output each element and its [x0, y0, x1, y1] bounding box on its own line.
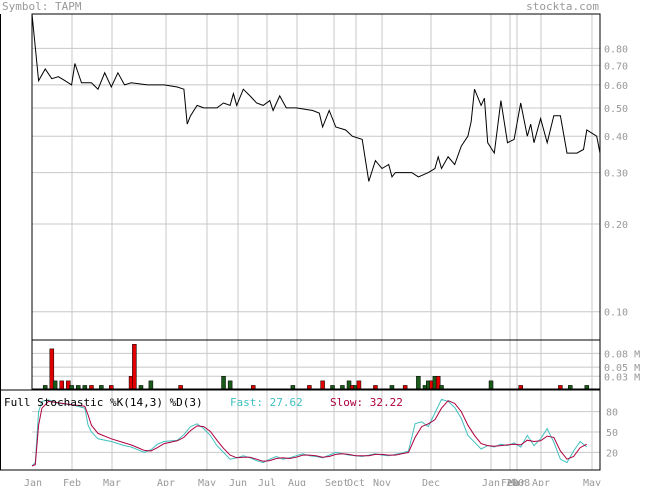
price-line [31, 13, 601, 182]
volume-tick-label: 0.05 M [604, 363, 640, 374]
volume-tick-label: 0.08 M [604, 349, 640, 360]
stochastic-fast-label: Fast: 27.62 [229, 396, 303, 409]
volume-tick-label: 0.03 M [604, 372, 640, 383]
x-tick-label: Jul [258, 478, 276, 486]
stochastic-title: Full Stochastic %K(14,3) %D(3) [4, 396, 203, 409]
x-tick-label: Oct [347, 478, 365, 486]
stochastic-panel [31, 398, 588, 467]
x-tick-label: Apr [157, 478, 175, 486]
x-tick-label: Nov [373, 478, 391, 486]
stoch-tick-label: 50 [606, 428, 618, 439]
stoch-slow-line [31, 400, 588, 467]
site-label: stockta.com [526, 0, 599, 13]
stochastic-legend: Full Stochastic %K(14,3) %D(3) Fast: 27.… [4, 396, 403, 409]
axes: 0.80 0.70 0.60 0.50 0.40 0.30 0.20 0.10 0.08 M 0.… [0, 13, 640, 486]
x-tick-label: Mar [103, 478, 121, 486]
volume-bar [221, 376, 226, 391]
price-tick-label: 0.30 [604, 169, 628, 180]
chart-grid [32, 14, 600, 470]
x-tick-label: Jan [24, 478, 42, 486]
stoch-tick-label: 80 [606, 408, 618, 419]
price-tick-label: 0.20 [604, 220, 628, 231]
x-tick-label: Feb [501, 478, 519, 486]
x-tick-label: Apr [532, 478, 550, 486]
x-tick-label: Mar [508, 478, 526, 486]
volume-panel [32, 344, 600, 391]
stochastic-slow-label: Slow: 32.22 [330, 396, 403, 409]
price-tick-label: 0.80 [604, 44, 628, 55]
price-tick-label: 0.40 [604, 132, 628, 143]
volume-panel-border [31, 339, 601, 391]
stoch-tick-label: 20 [606, 448, 618, 459]
stoch-fast-line [31, 398, 588, 467]
x-tick-label: Feb [63, 478, 81, 486]
x-tick-label: May [583, 478, 601, 486]
x-tick-label: Dec [422, 478, 440, 486]
x-tick-label: Jun [229, 478, 247, 486]
volume-bar [132, 344, 137, 391]
symbol-label: Symbol: TAPM [2, 0, 82, 13]
price-tick-label: 0.60 [604, 81, 628, 92]
price-panel-border [31, 13, 601, 341]
x-tick-label: Jan 2008 [482, 478, 530, 486]
x-tick-label: May [198, 478, 216, 486]
x-tick-label: Sept [325, 478, 349, 486]
price-tick-label: 0.50 [604, 104, 628, 115]
price-tick-label: 0.10 [604, 308, 628, 319]
volume-bar [416, 376, 421, 391]
x-tick-label: Aug [288, 478, 306, 486]
price-panel [31, 13, 601, 182]
price-tick-label: 0.70 [604, 61, 628, 72]
